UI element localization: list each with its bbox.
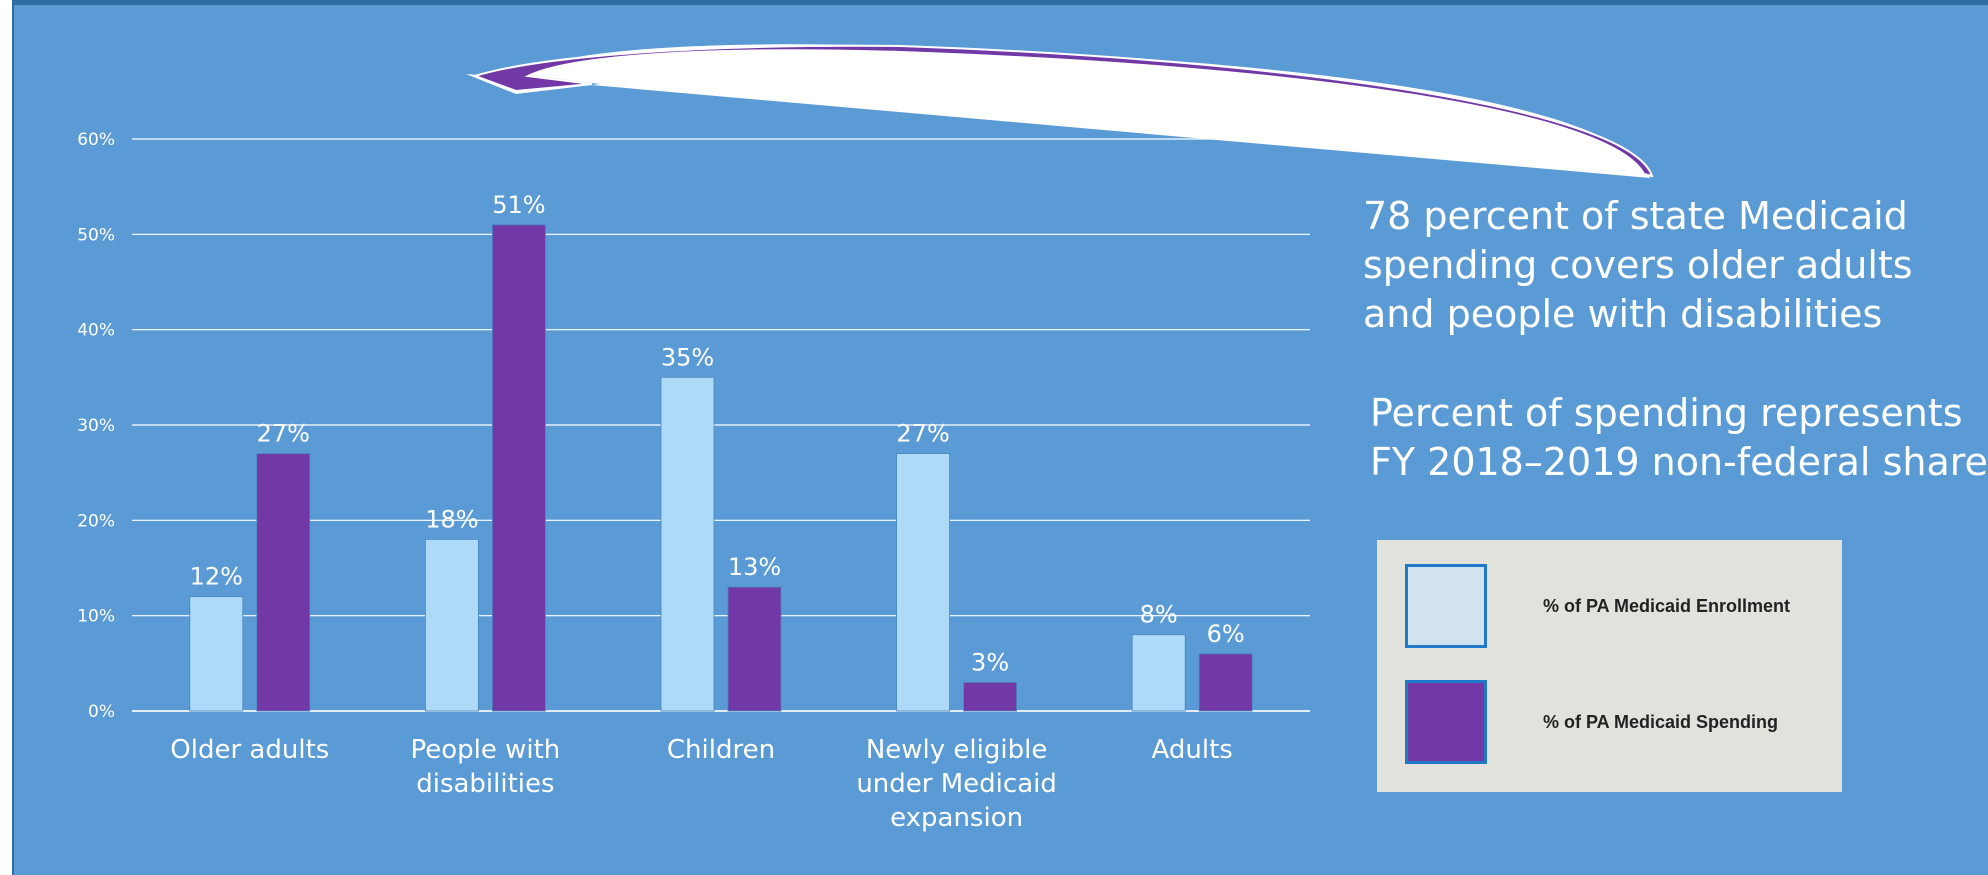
y-tick-label: 50% bbox=[77, 225, 115, 245]
bar-enrollment bbox=[660, 376, 715, 712]
bar-spending bbox=[963, 682, 1017, 712]
data-label: 35% bbox=[661, 343, 714, 371]
annotation-line: and people with disabilities bbox=[1363, 292, 1883, 336]
x-tick-label: Older adults bbox=[170, 735, 329, 765]
bar-enrollment bbox=[1131, 634, 1186, 712]
bars bbox=[189, 224, 1253, 712]
y-tick-label: 10% bbox=[77, 607, 115, 627]
data-label: 8% bbox=[1140, 601, 1178, 629]
data-label: 27% bbox=[896, 420, 949, 448]
legend-item-enrollment: % of PA Medicaid Enrollment bbox=[1405, 564, 1835, 654]
data-label: 51% bbox=[492, 191, 545, 219]
bar-spending bbox=[491, 224, 546, 712]
curved-arrow-body bbox=[471, 44, 1654, 178]
bar-enrollment bbox=[189, 596, 244, 712]
x-tick-label: expansion bbox=[890, 803, 1023, 833]
slide-frame-left bbox=[0, 0, 14, 875]
data-label: 27% bbox=[257, 420, 310, 448]
note-line: Percent of spending represents bbox=[1370, 391, 1963, 435]
note-line: FY 2018–2019 non-federal share bbox=[1370, 440, 1988, 484]
x-tick-label: People with bbox=[410, 735, 560, 765]
data-label: 13% bbox=[728, 553, 781, 581]
bar-enrollment bbox=[424, 539, 479, 712]
data-label: 3% bbox=[971, 648, 1009, 676]
data-label: 6% bbox=[1207, 620, 1245, 648]
annotation-line: spending covers older adults bbox=[1363, 243, 1913, 287]
legend: % of PA Medicaid Enrollment % of PA Medi… bbox=[1377, 540, 1842, 792]
legend-item-spending: % of PA Medicaid Spending bbox=[1405, 680, 1835, 770]
legend-swatch-enrollment bbox=[1405, 564, 1487, 648]
legend-label-spending: % of PA Medicaid Spending bbox=[1543, 712, 1779, 732]
data-label: 18% bbox=[425, 505, 478, 533]
data-labels: 12% 27% 18% 51% 35% 13% 27% 3% 8% 6% bbox=[190, 191, 1245, 677]
legend-label-enrollment: % of PA Medicaid Enrollment bbox=[1543, 596, 1791, 616]
slide-frame-top bbox=[0, 0, 1988, 5]
bar-spending bbox=[1198, 653, 1253, 712]
y-tick-label: 60% bbox=[77, 130, 115, 150]
data-label: 12% bbox=[190, 563, 243, 591]
curved-arrow bbox=[466, 44, 1654, 179]
x-tick-labels: Older adults People with disabilities Child… bbox=[170, 735, 1233, 833]
bar-spending bbox=[727, 586, 782, 712]
x-tick-label: Newly eligible bbox=[866, 735, 1047, 765]
y-tick-label: 30% bbox=[77, 416, 115, 436]
x-tick-label: disabilities bbox=[416, 769, 554, 799]
x-tick-label: Children bbox=[667, 735, 775, 765]
y-tick-label: 20% bbox=[77, 511, 115, 531]
x-tick-label: Adults bbox=[1152, 735, 1233, 765]
bar-spending bbox=[256, 453, 311, 712]
y-tick-label: 40% bbox=[77, 321, 115, 341]
y-tick-labels: 0% 10% 20% 30% 40% 50% 60% bbox=[77, 130, 115, 722]
x-tick-label: under Medicaid bbox=[856, 769, 1057, 799]
annotation-callout: 78 percent of state Medicaid spending co… bbox=[1363, 192, 1963, 339]
bar-enrollment bbox=[896, 453, 950, 712]
gridlines bbox=[132, 138, 1310, 712]
legend-swatch-spending bbox=[1405, 680, 1487, 764]
annotation-line: 78 percent of state Medicaid bbox=[1363, 194, 1908, 238]
curved-arrow-shaft bbox=[466, 44, 1650, 179]
spending-note: Percent of spending represents FY 2018–2… bbox=[1370, 389, 1988, 487]
y-tick-label: 0% bbox=[88, 702, 115, 722]
